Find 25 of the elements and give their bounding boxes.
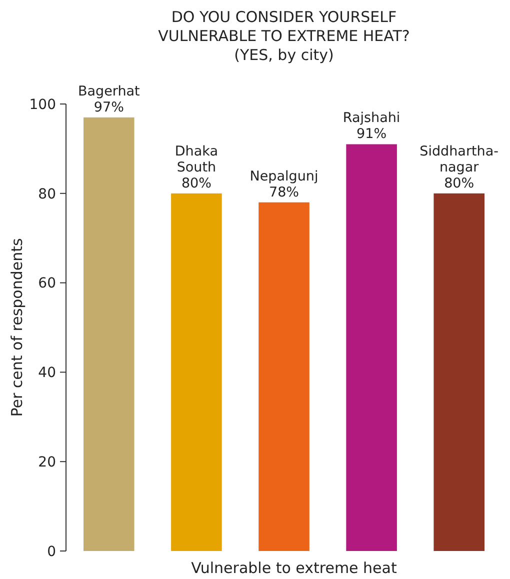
- y-tick-label: 80: [38, 186, 56, 202]
- x-tick-label: Siddhartha-nagar: [420, 143, 499, 176]
- bar: [84, 117, 134, 551]
- y-tick-label: 100: [29, 96, 56, 113]
- x-axis-title: Vulnerable to extreme heat: [191, 559, 397, 577]
- x-tick-label: Rajshahi: [342, 110, 400, 126]
- data-label: 80%: [444, 175, 474, 192]
- y-tick-label: 20: [38, 454, 56, 470]
- bar: [346, 144, 397, 551]
- x-tick-label: Dhaka South: [174, 143, 218, 176]
- bar: [434, 193, 484, 551]
- data-label: 80%: [181, 175, 212, 192]
- y-tick-label: 60: [38, 276, 56, 292]
- y-tick-label: 0: [47, 544, 56, 560]
- x-tick-label: Bagerhat: [78, 83, 140, 100]
- data-label: 78%: [268, 184, 300, 200]
- x-tick-label: Nepalgunj: [250, 168, 318, 184]
- chart-subtitle: (YES, by city): [234, 46, 334, 64]
- data-label: 97%: [94, 99, 124, 116]
- bar: [171, 193, 222, 551]
- y-tick-label: 40: [38, 365, 56, 382]
- y-axis-title: Per cent of respondents: [8, 238, 26, 417]
- chart-title: DO YOU CONSIDER YOURSELF VULNERABLE TO EXTREME HEAT?: [158, 8, 410, 45]
- bar: [258, 202, 310, 551]
- data-label: 91%: [356, 126, 387, 142]
